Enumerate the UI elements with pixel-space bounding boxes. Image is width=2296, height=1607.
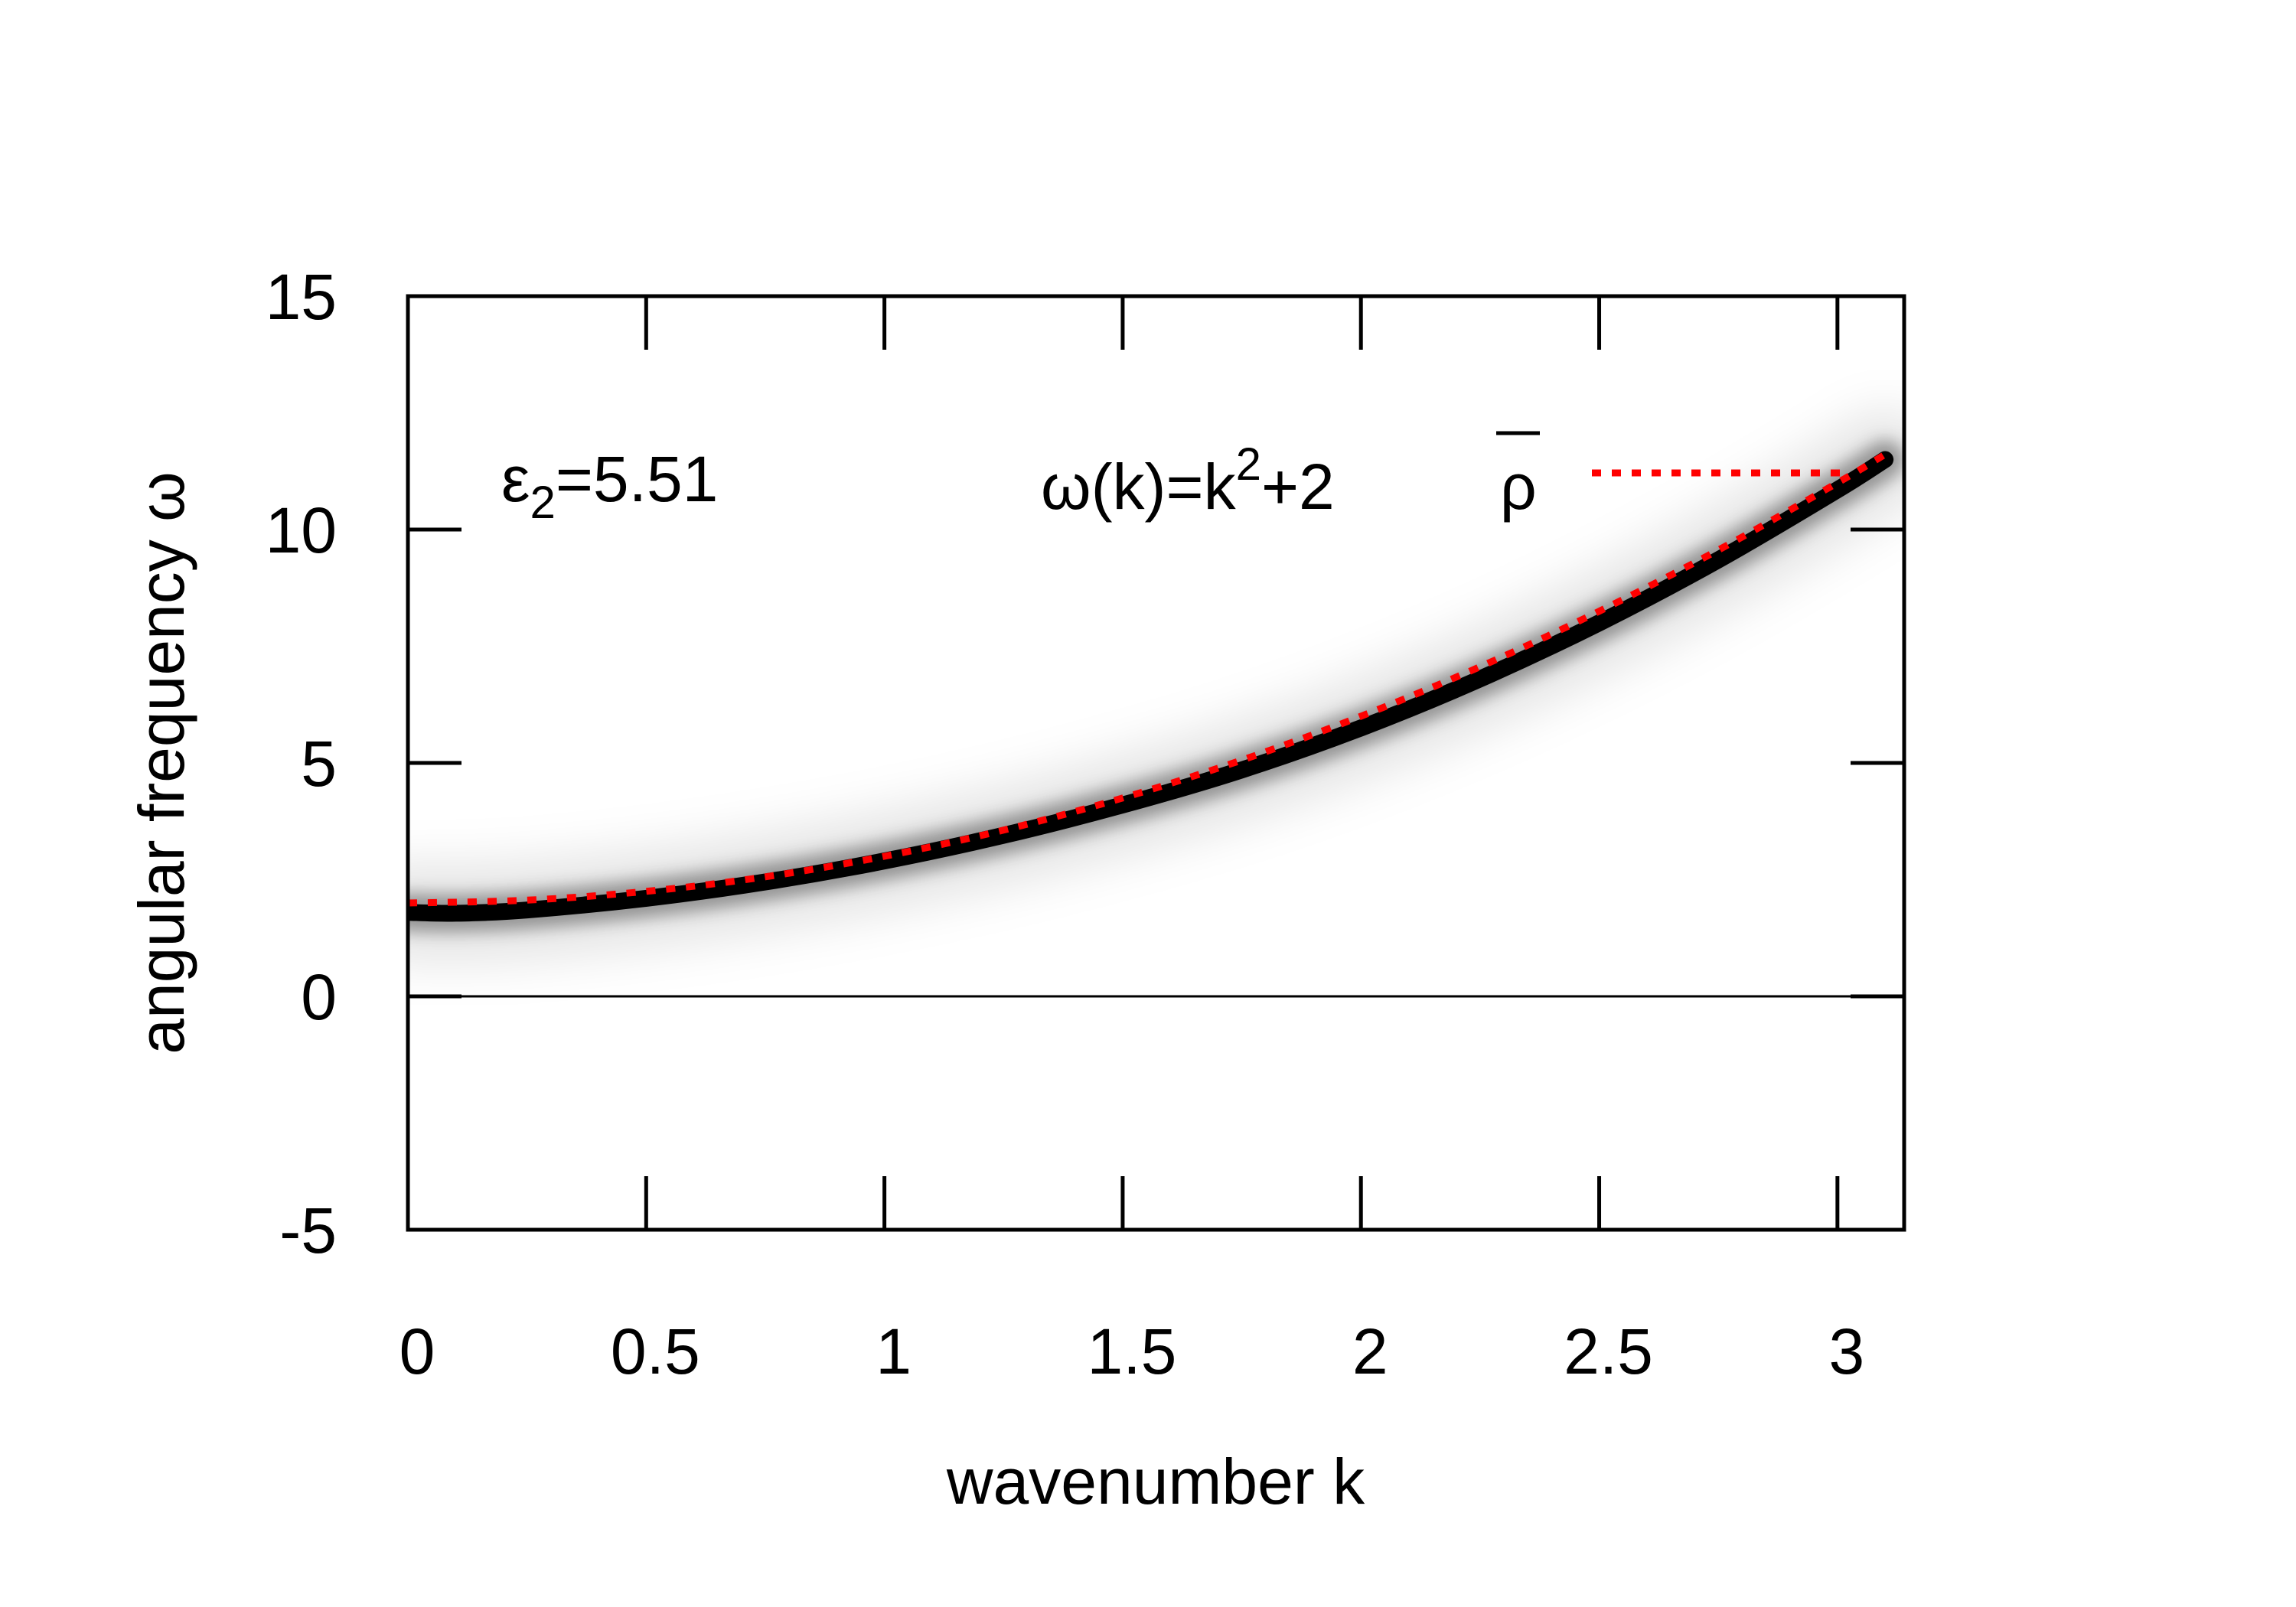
x-tick-labels: 0 0.5 1 1.5 2 2.5 3 xyxy=(400,1315,1865,1387)
x-tick-label: 1 xyxy=(876,1315,912,1387)
x-tick-label: 2 xyxy=(1352,1315,1388,1387)
y-tick-labels: -5 0 5 10 15 xyxy=(266,261,337,1266)
x-tick-label: 0 xyxy=(400,1315,435,1387)
y-tick-label: 0 xyxy=(301,961,337,1033)
y-tick-label: 5 xyxy=(301,728,337,800)
x-tick-label: 1.5 xyxy=(1088,1315,1177,1387)
x-tick-label: 0.5 xyxy=(611,1315,700,1387)
y-tick-label: 15 xyxy=(266,261,337,333)
fit-curve xyxy=(408,451,1887,907)
epsilon-symbol: ε xyxy=(501,443,530,515)
legend-label-rho: ρ xyxy=(1500,451,1537,523)
legend-label-part1: ω(k)=k xyxy=(1041,451,1237,523)
epsilon-annotation: ε2=5.51 xyxy=(501,443,718,528)
y-tick-label: -5 xyxy=(279,1195,337,1266)
epsilon-subscript: 2 xyxy=(530,477,555,528)
legend-label-superscript: 2 xyxy=(1236,438,1261,490)
heatmap-ridge-core xyxy=(408,451,1894,922)
axes-frame xyxy=(406,294,1906,1232)
x-tick-label: 3 xyxy=(1828,1315,1864,1387)
legend-label-part2: +2 xyxy=(1261,451,1352,523)
x-axis-title: wavenumber k xyxy=(946,1446,1365,1517)
y-tick-label: 10 xyxy=(266,494,337,566)
x-tick-label: 2.5 xyxy=(1564,1315,1653,1387)
legend: ω(k)=k2+2 ρ xyxy=(1041,431,1844,523)
epsilon-value: =5.51 xyxy=(556,443,719,515)
legend-label: ω(k)=k2+2 ρ xyxy=(1041,438,1537,523)
y-axis-title: angular frequency ω xyxy=(126,471,197,1054)
heatmap xyxy=(408,409,1904,963)
